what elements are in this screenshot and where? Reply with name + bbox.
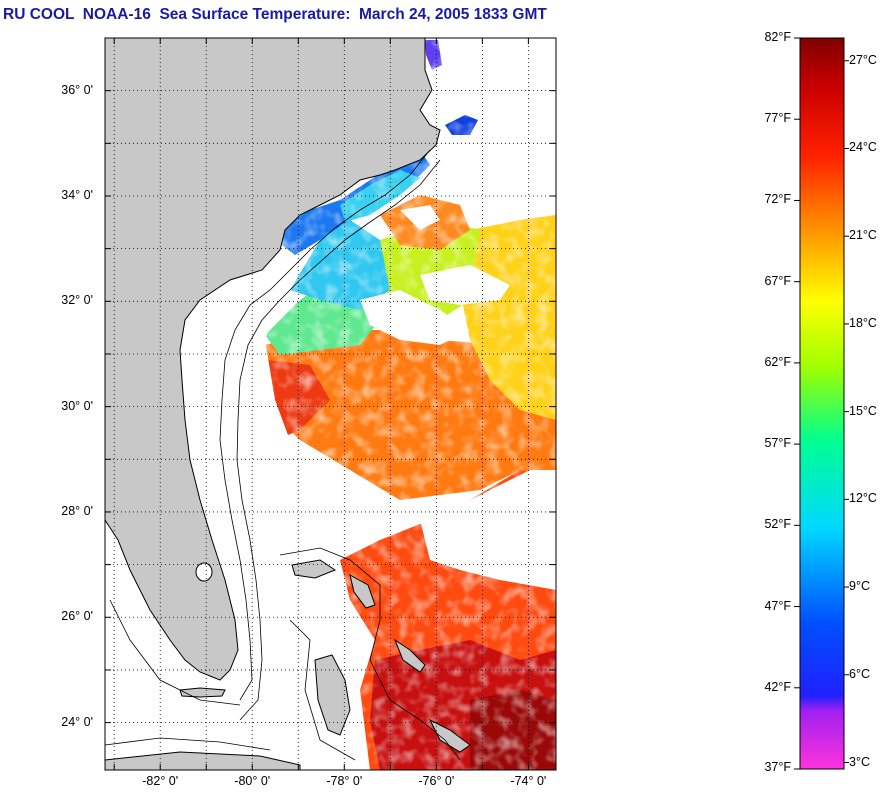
land-bahamas-abaco bbox=[349, 574, 376, 609]
celsius-label: 24°C bbox=[849, 140, 877, 155]
celsius-label: 21°C bbox=[849, 228, 877, 243]
map-frame bbox=[104, 37, 557, 771]
lon-label: -76° 0' bbox=[418, 774, 455, 788]
cloud-patch-3 bbox=[420, 470, 556, 590]
cloud-patch-2 bbox=[360, 290, 470, 345]
celsius-label: 15°C bbox=[849, 403, 877, 418]
fahrenheit-label: 47°F bbox=[764, 598, 791, 613]
celsius-label: 9°C bbox=[849, 579, 870, 594]
map-panel bbox=[104, 37, 557, 771]
fahrenheit-label: 42°F bbox=[764, 679, 791, 694]
cloud-patch-1 bbox=[420, 265, 510, 305]
lat-label: 26° 0' bbox=[61, 609, 93, 624]
land-bahamas-grand bbox=[291, 559, 337, 579]
lat-label: 34° 0' bbox=[61, 187, 93, 202]
lon-label: -80° 0' bbox=[234, 774, 271, 788]
land-cuba bbox=[105, 751, 301, 770]
celsius-label: 6°C bbox=[849, 666, 870, 681]
contour-120ft bbox=[219, 149, 431, 701]
lat-label: 28° 0' bbox=[61, 503, 93, 518]
contour-bahamas-2 bbox=[289, 619, 356, 761]
celsius-label: 12°C bbox=[849, 491, 877, 506]
land-bahamas-eleuthera bbox=[393, 638, 426, 673]
contour-bahamas-3 bbox=[109, 599, 241, 706]
fahrenheit-label: 52°F bbox=[764, 517, 791, 532]
lon-label: -82° 0' bbox=[142, 774, 179, 788]
cloud-patch-4 bbox=[400, 205, 440, 230]
land-keys bbox=[179, 687, 226, 698]
celsius-label: 27°C bbox=[849, 52, 877, 67]
fahrenheit-label: 82°F bbox=[764, 30, 791, 44]
colorbar bbox=[794, 37, 849, 770]
lat-label: 36° 0' bbox=[61, 82, 93, 97]
fahrenheit-label: 57°F bbox=[764, 436, 791, 451]
land-bahamas-southeast bbox=[428, 718, 471, 753]
fahrenheit-label: 37°F bbox=[764, 760, 791, 774]
lat-label: 32° 0' bbox=[61, 293, 93, 308]
fahrenheit-label: 62°F bbox=[764, 354, 791, 369]
celsius-label: 3°C bbox=[849, 754, 870, 769]
colorbar-gradient bbox=[799, 37, 845, 770]
lake-okeechobee bbox=[195, 562, 213, 582]
depth-contours bbox=[105, 149, 461, 761]
lat-label: 24° 0' bbox=[61, 714, 93, 729]
fahrenheit-label: 67°F bbox=[764, 273, 791, 288]
fahrenheit-label: 72°F bbox=[764, 192, 791, 207]
lon-label: -74° 0' bbox=[510, 774, 547, 788]
map-ticks bbox=[105, 37, 556, 770]
land bbox=[105, 38, 471, 770]
fahrenheit-label: 77°F bbox=[764, 111, 791, 126]
lat-label: 30° 0' bbox=[61, 398, 93, 413]
lon-label: -78° 0' bbox=[326, 774, 363, 788]
celsius-label: 18°C bbox=[849, 315, 877, 330]
colorbar-ticks bbox=[794, 37, 849, 770]
contour-600ft bbox=[236, 159, 441, 721]
contour-cuba bbox=[105, 737, 271, 751]
land-us-coast bbox=[105, 38, 441, 681]
map-title: RU COOL NOAA-16 Sea Surface Temperature:… bbox=[3, 6, 547, 23]
contour-bahamas-1 bbox=[279, 547, 461, 761]
